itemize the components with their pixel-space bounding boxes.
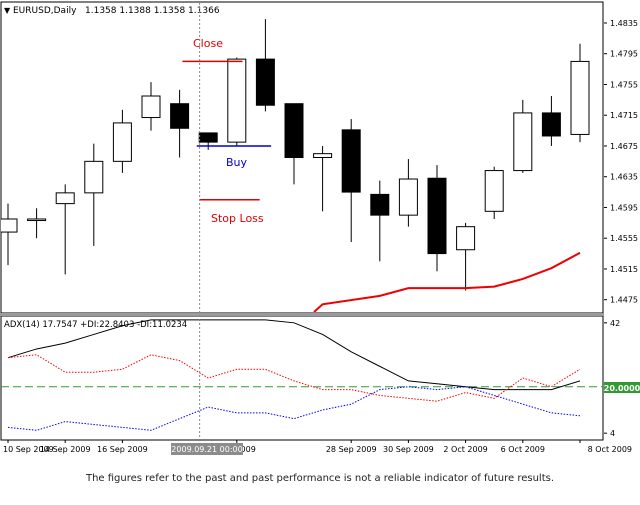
bull-candle-body [484,170,504,212]
bull-candle-body [570,60,590,135]
candle [398,159,418,227]
bear-candle-body [427,177,447,255]
price-tick-label: 1.4515 [610,265,638,274]
stop-loss-annotation: Stop Loss [211,212,264,225]
candle [284,103,304,185]
bear-candle-body [341,129,361,193]
level-badge-label: 20.0000 [604,384,640,393]
price-tick-label: 1.4835 [610,19,638,28]
bear-candle-body [370,193,390,216]
candle [255,19,275,112]
disclaimer-text: The figures refer to the past and past p… [85,473,555,484]
candle [541,96,561,146]
symbol-dropdown-icon[interactable]: ▼ [4,6,11,15]
indicator-tick-label: 42 [610,319,620,328]
price-tick-label: 1.4795 [610,50,638,59]
moving-average-line [313,251,581,312]
bull-candle-body [1,218,18,233]
date-tick-label: 2 Oct 2009 [443,445,487,454]
date-tick-label: 28 Sep 2009 [326,445,377,454]
buy-annotation: Buy [226,156,248,169]
bull-candle-body [398,178,418,216]
bull-candle-body [227,58,247,143]
indicator-header: ADX(14) 17.7547 +DI:22.8403 -DI:11.0234 [4,320,187,330]
price-tick-label: 1.4755 [610,80,638,89]
candle [84,143,104,246]
bull-candle-body [456,226,476,251]
indicator-pane[interactable] [1,319,604,431]
bull-candle-body [55,192,75,205]
bull-candle-body [27,218,47,222]
date-tick-label: 30 Sep 2009 [383,445,434,454]
bear-candle-body [284,103,304,158]
candle [55,184,75,275]
bull-candle-body [313,153,333,159]
date-tick-label: 16 Sep 2009 [97,445,148,454]
bear-candle-body [170,103,190,129]
bear-candle-body [541,112,561,137]
candle [170,89,190,158]
candle [484,166,504,219]
plus-di-line [7,354,581,402]
pane-separator[interactable] [0,313,604,316]
date-tick-label: 14 Sep 2009 [40,445,91,454]
candle [370,180,390,262]
bear-candle-body [255,58,275,106]
crosshair-date-label: 2009.09.21 00:00 [171,445,242,454]
candle [456,222,476,291]
candle [427,165,447,272]
bull-candle-body [84,160,104,194]
bear-candle-body [198,132,218,143]
bull-candle-body [513,112,533,172]
price-tick-label: 1.4715 [610,111,638,120]
price-tick-label: 1.4555 [610,234,638,243]
ohlc-label: 1.1358 1.1388 1.1358 1.1366 [85,6,220,16]
candle [570,43,590,143]
price-tick-label: 1.4595 [610,203,638,212]
crosshair-date-badge [171,443,243,455]
candle [198,132,218,150]
candle [341,119,361,243]
axes: 1.4835 1.4795 1.4755 1.4715 1.4675 1.4635 1.45… [3,19,638,454]
indicator-tick-label: 4 [610,429,615,438]
candle [112,109,132,173]
minus-di-line [7,386,581,431]
adx-line [7,319,581,391]
price-tick-label: 1.4635 [610,173,638,182]
date-tick-label: 8 Oct 2009 [588,445,632,454]
level-badge [604,382,640,393]
price-tick-label: 1.4675 [610,142,638,151]
candle [1,203,18,266]
bull-candle-body [141,95,161,119]
close-annotation: Close [193,37,223,50]
candle [513,99,533,173]
price-pane[interactable] [0,19,590,312]
candle [141,82,161,131]
date-tick-label: 10 Sep 2009 [3,445,54,454]
symbol-label: EURUSD,Daily [13,6,77,16]
price-tick-label: 1.4475 [610,296,638,305]
date-tick-label: 6 Oct 2009 [501,445,545,454]
candle [27,208,47,239]
candle [227,57,247,146]
candle [313,145,333,212]
bull-candle-body [112,122,132,162]
